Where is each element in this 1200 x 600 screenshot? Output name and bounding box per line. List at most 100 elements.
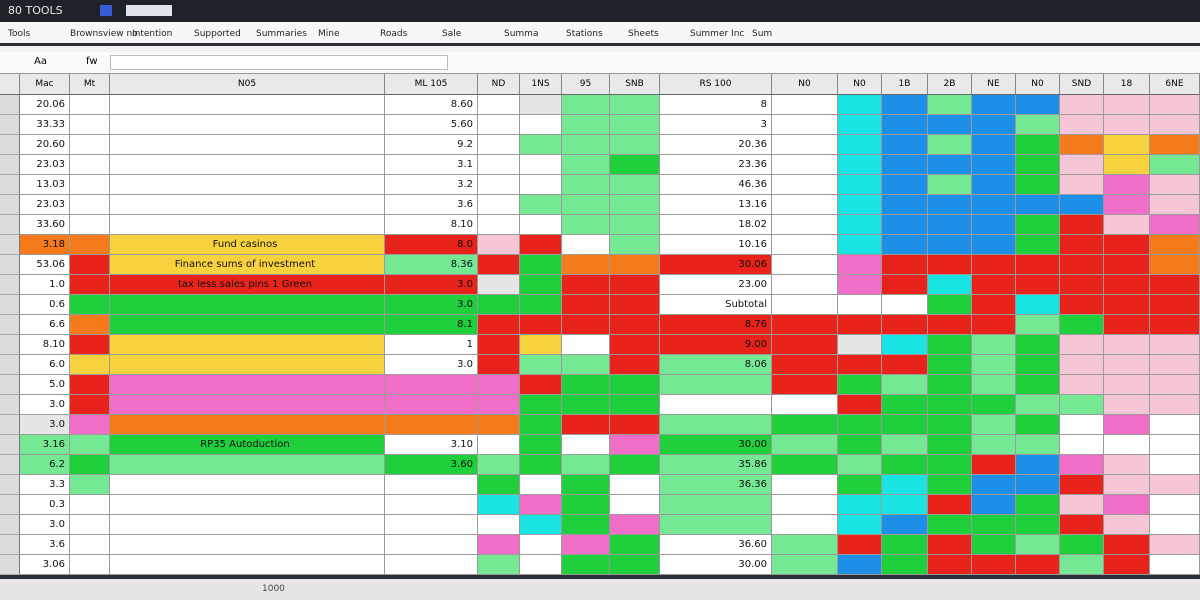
cell[interactable] — [928, 355, 972, 375]
cell[interactable] — [520, 395, 562, 415]
cell[interactable] — [1150, 435, 1200, 455]
cell[interactable] — [70, 255, 110, 275]
cell[interactable] — [838, 355, 882, 375]
menu-item[interactable]: Sheets — [628, 29, 659, 39]
cell[interactable] — [1060, 295, 1104, 315]
cell[interactable] — [110, 475, 385, 495]
cell[interactable] — [562, 335, 610, 355]
cell[interactable] — [972, 495, 1016, 515]
menu-item[interactable]: Summa — [504, 29, 539, 39]
cell[interactable] — [1060, 335, 1104, 355]
cell[interactable] — [972, 175, 1016, 195]
cell[interactable] — [660, 375, 772, 395]
cell[interactable] — [1104, 215, 1150, 235]
menu-item[interactable]: Summer Inc — [690, 29, 745, 39]
cell-amount[interactable]: 8.10 — [385, 215, 478, 235]
cell[interactable] — [838, 495, 882, 515]
cell[interactable] — [882, 95, 928, 115]
cell[interactable] — [972, 255, 1016, 275]
cell[interactable] — [478, 95, 520, 115]
cell-amount[interactable]: 5.60 — [385, 115, 478, 135]
cell[interactable] — [520, 115, 562, 135]
cell[interactable] — [1150, 495, 1200, 515]
cell[interactable] — [1016, 175, 1060, 195]
cell[interactable] — [478, 335, 520, 355]
column-header[interactable]: SND — [1060, 74, 1104, 95]
cell[interactable] — [610, 195, 660, 215]
cell[interactable] — [838, 475, 882, 495]
cell-amount[interactable]: 8.1 — [385, 315, 478, 335]
cell[interactable] — [882, 535, 928, 555]
cell[interactable] — [1060, 115, 1104, 135]
cell[interactable] — [110, 95, 385, 115]
cell-label[interactable]: 13.03 — [20, 175, 70, 195]
cell-label[interactable]: 8.10 — [20, 335, 70, 355]
cell-total[interactable]: 10.16 — [660, 235, 772, 255]
cell[interactable] — [1150, 315, 1200, 335]
cell[interactable] — [772, 355, 838, 375]
cell[interactable] — [110, 315, 385, 335]
cell[interactable] — [1150, 355, 1200, 375]
cell[interactable] — [1016, 215, 1060, 235]
cell[interactable] — [385, 375, 478, 395]
cell[interactable] — [838, 315, 882, 335]
cell[interactable] — [610, 495, 660, 515]
cell[interactable] — [610, 355, 660, 375]
cell-label[interactable]: 6.0 — [20, 355, 70, 375]
cell[interactable] — [838, 135, 882, 155]
cell[interactable] — [1016, 355, 1060, 375]
cell[interactable] — [1104, 135, 1150, 155]
cell[interactable] — [838, 335, 882, 355]
cell[interactable] — [928, 395, 972, 415]
cell[interactable] — [478, 115, 520, 135]
cell[interactable] — [928, 155, 972, 175]
cell[interactable] — [772, 135, 838, 155]
column-header[interactable]: 6NE — [1150, 74, 1200, 95]
column-header[interactable]: N05 — [110, 74, 385, 95]
row-number[interactable] — [0, 475, 20, 495]
row-number[interactable] — [0, 515, 20, 535]
cell[interactable] — [520, 555, 562, 575]
cell[interactable] — [928, 175, 972, 195]
cell[interactable] — [478, 215, 520, 235]
cell[interactable] — [1060, 455, 1104, 475]
cell[interactable] — [520, 175, 562, 195]
cell[interactable] — [972, 455, 1016, 475]
column-header[interactable]: Mac — [20, 74, 70, 95]
cell[interactable] — [562, 355, 610, 375]
cell[interactable] — [70, 215, 110, 235]
cell[interactable] — [1104, 555, 1150, 575]
cell[interactable] — [1016, 235, 1060, 255]
cell[interactable] — [478, 195, 520, 215]
cell[interactable] — [610, 95, 660, 115]
cell[interactable] — [928, 555, 972, 575]
cell[interactable] — [385, 415, 478, 435]
cell-amount[interactable]: 8.36 — [385, 255, 478, 275]
cell[interactable] — [882, 335, 928, 355]
cell[interactable] — [70, 555, 110, 575]
cell[interactable] — [1150, 115, 1200, 135]
cell[interactable] — [562, 455, 610, 475]
cell[interactable] — [1104, 435, 1150, 455]
cell[interactable] — [1104, 295, 1150, 315]
cell[interactable] — [520, 435, 562, 455]
cell-total[interactable]: 30.00 — [660, 435, 772, 455]
cell[interactable] — [520, 375, 562, 395]
cell[interactable] — [882, 415, 928, 435]
row-number[interactable] — [0, 135, 20, 155]
cell[interactable] — [70, 475, 110, 495]
cell[interactable] — [838, 435, 882, 455]
cell[interactable] — [838, 215, 882, 235]
cell[interactable] — [1060, 375, 1104, 395]
cell[interactable] — [70, 395, 110, 415]
cell-total[interactable]: 13.16 — [660, 195, 772, 215]
cell[interactable] — [1104, 195, 1150, 215]
cell-total[interactable]: 8 — [660, 95, 772, 115]
cell[interactable] — [772, 175, 838, 195]
cell[interactable] — [1150, 275, 1200, 295]
column-header[interactable]: RS 100 — [660, 74, 772, 95]
cell[interactable] — [478, 555, 520, 575]
cell[interactable] — [610, 435, 660, 455]
cell-amount[interactable]: 3.10 — [385, 435, 478, 455]
cell-label[interactable]: 33.60 — [20, 215, 70, 235]
